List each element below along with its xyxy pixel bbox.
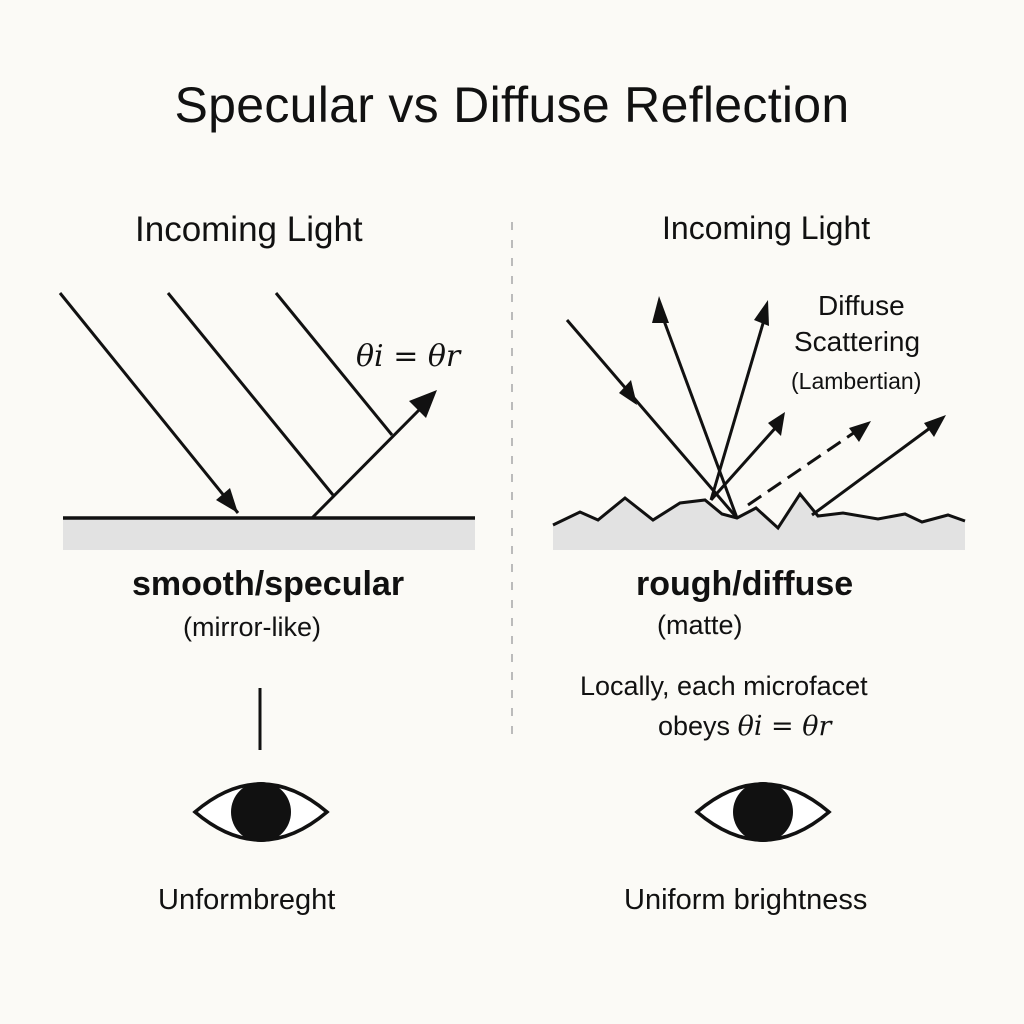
angle-equality-label: θi = θr [356, 339, 461, 374]
smooth-surface-label: smooth/specular [132, 565, 405, 603]
lambertian-label: (Lambertian) [791, 368, 922, 394]
scattered-ray-1-arrowhead [652, 296, 669, 323]
scattered-ray-5 [811, 426, 931, 517]
left-caption: Unformbreght [158, 884, 336, 916]
scattered-ray-3 [709, 424, 780, 501]
incoming-ray-right [565, 319, 739, 519]
scattered-ray-3-arrowhead [768, 412, 785, 436]
scattered-ray-4-dashed [747, 430, 856, 507]
reflected-ray-arrowhead [409, 390, 437, 418]
scattered-ray-2 [709, 319, 766, 501]
page-title: Specular vs Diffuse Reflection [174, 77, 850, 133]
microfacet-note-equation: θi = θr [737, 711, 832, 742]
rough-surface-line [552, 491, 966, 531]
diffuse-label-line-2: Scattering [794, 326, 921, 357]
eye-icon [694, 782, 832, 842]
diffuse-label-line-1: Diffuse [818, 290, 905, 321]
incoming-ray-1 [58, 292, 240, 514]
mirror-like-label: (mirror-like) [183, 612, 321, 642]
reflected-ray [310, 403, 426, 520]
incoming-ray-3 [274, 292, 394, 436]
scattered-ray-1 [661, 317, 739, 519]
right-incoming-light-label: Incoming Light [662, 210, 871, 246]
microfacet-note-line-2: obeys θi = θr [658, 711, 832, 742]
scattered-ray-4-arrowhead [849, 421, 871, 442]
microfacet-note-line-1: Locally, each microfacet [580, 671, 868, 701]
incoming-ray-right-arrowhead [619, 380, 637, 405]
matte-label: (matte) [657, 610, 743, 640]
smooth-surface [63, 518, 475, 550]
scattered-ray-2-arrowhead [754, 300, 769, 326]
rough-surface-label: rough/diffuse [636, 565, 854, 603]
right-caption: Uniform brightness [624, 884, 868, 916]
scattered-ray-5-arrowhead [924, 415, 946, 437]
rough-surface [553, 494, 965, 550]
incoming-ray-2 [166, 292, 335, 496]
microfacet-note-prefix: obeys [658, 711, 731, 741]
left-incoming-light-label: Incoming Light [135, 210, 363, 249]
incoming-ray-1-arrowhead [216, 488, 238, 513]
eye-icon [192, 782, 330, 842]
